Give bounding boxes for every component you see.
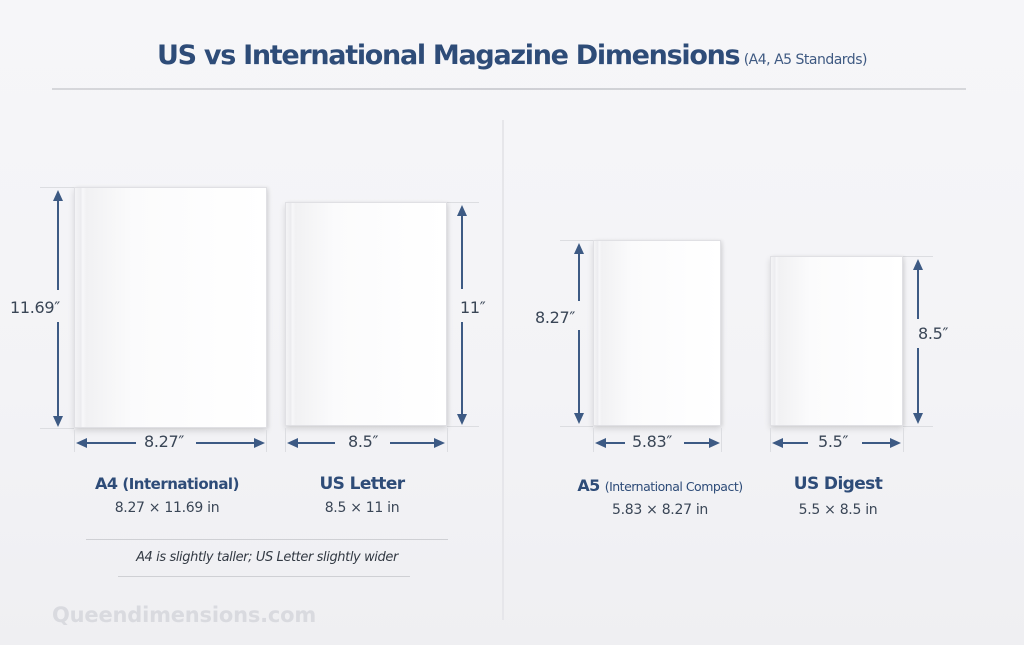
- us-digest-width-label: 5.5″: [818, 432, 849, 451]
- guide-line: [903, 256, 933, 257]
- guide-line: [266, 430, 267, 452]
- dimension-line: [390, 442, 436, 444]
- title-divider: [52, 88, 966, 90]
- us-letter-size: 8.5 × 11 in: [324, 500, 400, 516]
- arrow-right-icon: [709, 438, 720, 448]
- section-divider: [502, 120, 504, 620]
- note-rule-bottom: [118, 576, 410, 577]
- dimension-line: [295, 442, 335, 444]
- note-rule-top: [86, 539, 448, 540]
- us-digest-name: US Digest: [793, 474, 883, 494]
- a4-height-label: 11.69″: [10, 298, 60, 317]
- title-subtitle: (A4, A5 Standards): [743, 52, 868, 68]
- guide-line: [721, 428, 722, 452]
- guide-line: [447, 426, 479, 427]
- us-digest-size: 5.5 × 8.5 in: [798, 502, 878, 518]
- dimension-line: [578, 330, 580, 415]
- guide-line: [560, 426, 593, 427]
- us-digest-page: [770, 256, 903, 426]
- dimension-line: [603, 442, 625, 444]
- arrow-down-icon: [574, 413, 584, 424]
- a4-name: A4 (International): [62, 474, 272, 493]
- a5-size: 5.83 × 8.27 in: [612, 502, 708, 518]
- dimension-line: [862, 442, 892, 444]
- guide-line: [560, 240, 593, 241]
- us-letter-page: [285, 202, 447, 426]
- arrow-right-icon: [254, 438, 265, 448]
- dimension-line: [196, 442, 256, 444]
- dimension-line: [917, 348, 919, 415]
- arrow-left-icon: [772, 438, 783, 448]
- a4-size: 8.27 × 11.69 in: [114, 500, 220, 516]
- a4-name-text: A4: [95, 474, 118, 493]
- dimension-line: [578, 251, 580, 301]
- dimension-line: [461, 322, 463, 415]
- guide-line: [40, 187, 74, 188]
- comparison-note: A4 is slightly taller; US Letter slightl…: [136, 550, 398, 565]
- arrow-up-icon: [913, 259, 923, 270]
- arrow-down-icon: [457, 414, 467, 425]
- a4-qualifier: (International): [122, 475, 239, 493]
- arrow-left-icon: [595, 438, 606, 448]
- guide-line: [447, 428, 448, 452]
- dimension-line: [57, 198, 59, 290]
- guide-line: [903, 428, 904, 452]
- guide-line: [770, 428, 771, 452]
- a5-page: [593, 240, 721, 426]
- a5-name-text: A5: [577, 476, 600, 495]
- us-digest-height-label: 8.5″: [918, 324, 949, 343]
- dimension-line: [84, 442, 136, 444]
- arrow-up-icon: [457, 205, 467, 216]
- watermark: Queendimensions.com: [52, 603, 317, 627]
- guide-line: [285, 428, 286, 452]
- arrow-right-icon: [890, 438, 901, 448]
- dimension-line: [461, 213, 463, 289]
- arrow-up-icon: [574, 243, 584, 254]
- a4-page: [74, 187, 267, 428]
- us-letter-name: US Letter: [319, 474, 405, 494]
- a5-qualifier: (International Compact): [604, 479, 743, 494]
- dimension-line: [917, 267, 919, 319]
- guide-line: [593, 428, 594, 452]
- arrow-up-icon: [53, 190, 63, 201]
- arrow-down-icon: [913, 413, 923, 424]
- arrow-left-icon: [76, 438, 87, 448]
- us-letter-width-label: 8.5″: [348, 432, 379, 451]
- title-main: US vs International Magazine Dimensions: [157, 40, 741, 71]
- guide-line: [74, 430, 75, 452]
- a5-width-label: 5.83″: [632, 432, 673, 451]
- dimension-line: [684, 442, 711, 444]
- guide-line: [40, 428, 74, 429]
- a5-name: A5 (International Compact): [540, 476, 780, 495]
- guide-line: [447, 202, 479, 203]
- dimension-line: [780, 442, 808, 444]
- guide-line: [903, 426, 933, 427]
- a4-width-label: 8.27″: [144, 432, 185, 451]
- page-title: US vs International Magazine Dimensions …: [0, 40, 1024, 71]
- a5-height-label: 8.27″: [535, 308, 576, 327]
- arrow-down-icon: [53, 416, 63, 427]
- arrow-left-icon: [287, 438, 298, 448]
- us-letter-height-label: 11″: [460, 298, 486, 317]
- arrow-right-icon: [434, 438, 445, 448]
- dimension-line: [57, 322, 59, 418]
